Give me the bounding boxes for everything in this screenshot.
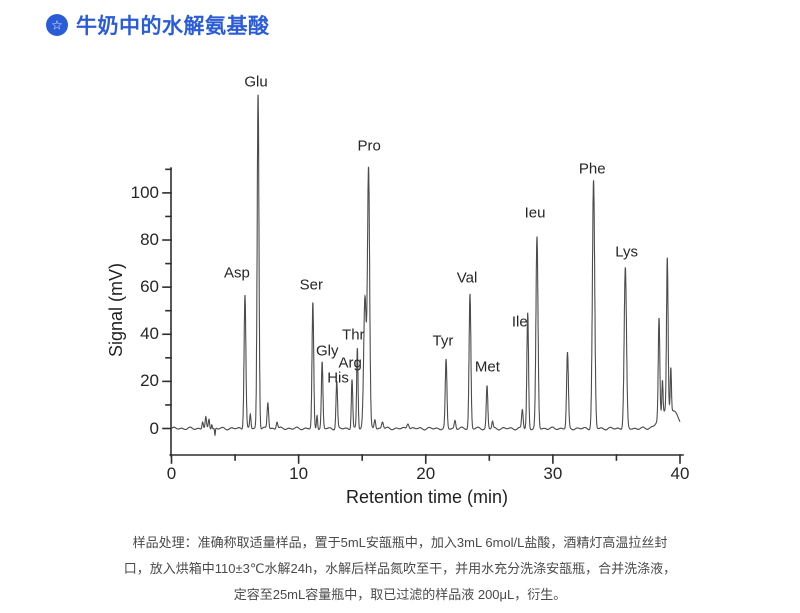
star-badge-icon: ☆ — [46, 14, 68, 36]
x-tick-label: 40 — [670, 464, 690, 483]
peak-label-phe: Phe — [578, 160, 606, 178]
peak-label-met: Met — [474, 358, 500, 376]
peak-label-thr: Thr — [342, 326, 365, 344]
x-tick-label: 30 — [543, 464, 563, 483]
chromatogram-chart: Retention time (min) Signal (mV) 0 20 40 60… — [0, 55, 800, 530]
x-tick-label: 0 — [166, 464, 177, 483]
signal-trace — [171, 94, 681, 437]
x-axis-title: Retention time (min) — [345, 487, 509, 507]
caption-line-3: 定容至25mL容量瓶中，取已过滤的样品液 200μL，衍生。 — [233, 587, 567, 602]
y-tick-label: 100 — [130, 182, 159, 202]
x-tick-label: 10 — [289, 464, 309, 483]
peak-label-val: Val — [456, 269, 478, 287]
y-tick-label: 80 — [140, 230, 159, 250]
star-icon: ☆ — [51, 17, 63, 32]
peak-label-gly: Gly — [315, 342, 339, 360]
peak-label-arg: Arg — [338, 354, 362, 372]
y-tick-label: 40 — [140, 324, 159, 344]
chart-canvas — [162, 94, 684, 464]
caption-line-2: 口，放入烘箱中110±3℃水解24h，水解后样品氮吹至干，并用水充分洗涤安瓿瓶，… — [123, 561, 677, 576]
peak-label-lys: Lys — [615, 243, 638, 261]
y-tick-label: 0 — [149, 418, 159, 438]
peak-label-ser: Ser — [299, 276, 323, 294]
peak-label-glu: Glu — [244, 73, 268, 91]
y-tick-label: 60 — [140, 277, 159, 297]
y-tick-label: 20 — [140, 371, 159, 391]
peak-label-asp: Asp — [224, 264, 250, 282]
caption: 样品处理：准确称取适量样品，置于5mL安瓿瓶中，加入3mL 6mol/L盐酸，酒… — [0, 530, 800, 608]
peak-label-tyr: Tyr — [432, 332, 454, 350]
x-tick-label: 20 — [416, 464, 436, 483]
header: ☆ 牛奶中的水解氨基酸 — [46, 10, 270, 40]
peak-label-his: His — [327, 369, 349, 387]
peak-label-ile: Ile — [511, 313, 528, 331]
peak-label-pro: Pro — [357, 137, 381, 155]
page-title: 牛奶中的水解氨基酸 — [76, 15, 270, 38]
peak-label-ieu: Ieu — [524, 204, 546, 222]
caption-line-1: 样品处理：准确称取适量样品，置于5mL安瓿瓶中，加入3mL 6mol/L盐酸，酒… — [132, 535, 668, 550]
